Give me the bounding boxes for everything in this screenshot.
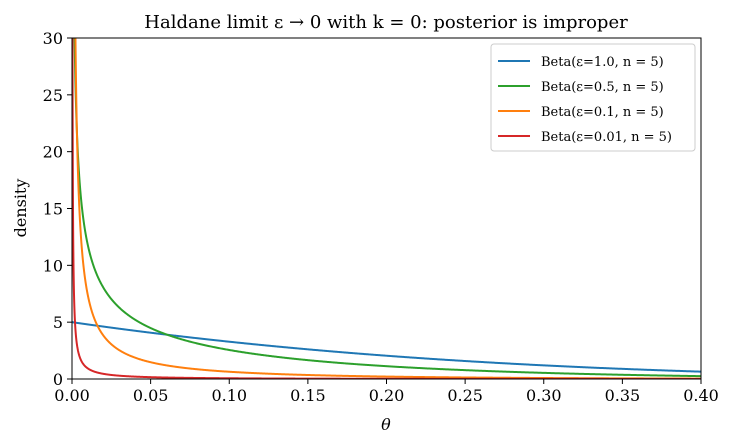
- legend-label: Beta(ε=1.0, n = 5): [541, 55, 664, 70]
- x-tick-label: 0.40: [683, 386, 719, 405]
- series-line: [72, 321, 701, 373]
- x-tick-label: 0.35: [605, 386, 641, 405]
- y-axis: 0 5 10 15 20 25 30: [43, 29, 72, 389]
- x-tick-label: 0.20: [369, 386, 405, 405]
- y-tick-label: 10: [43, 256, 63, 275]
- y-axis-label: density: [11, 179, 30, 238]
- y-tick-label: 30: [43, 29, 63, 48]
- legend-box: [490, 43, 696, 152]
- y-tick-label: 20: [43, 143, 63, 162]
- legend: Beta(ε=1.0, n = 5) Beta(ε=0.5, n = 5) Beta…: [490, 43, 696, 152]
- x-axis: 0.00 0.05 0.10 0.15 0.20 0.25 0.30 0.35 0.40: [54, 379, 719, 405]
- x-tick-label: 0.10: [211, 386, 247, 405]
- y-tick-label: 25: [43, 86, 63, 105]
- y-tick-label: 5: [53, 313, 63, 332]
- legend-label: Beta(ε=0.01, n = 5): [541, 130, 672, 145]
- y-tick-label: 15: [43, 200, 63, 219]
- x-tick-label: 0.00: [54, 386, 90, 405]
- y-tick-label: 0: [53, 370, 63, 389]
- x-axis-label: θ: [381, 415, 391, 434]
- x-tick-label: 0.05: [133, 386, 169, 405]
- x-tick-label: 0.25: [447, 386, 483, 405]
- x-tick-label: 0.30: [526, 386, 562, 405]
- chart-title: Haldane limit ε → 0 with k = 0: posterio…: [144, 12, 628, 33]
- series-line: [74, 38, 701, 379]
- legend-label: Beta(ε=0.1, n = 5): [541, 105, 664, 120]
- legend-label: Beta(ε=0.5, n = 5): [541, 80, 664, 95]
- x-tick-label: 0.15: [290, 386, 326, 405]
